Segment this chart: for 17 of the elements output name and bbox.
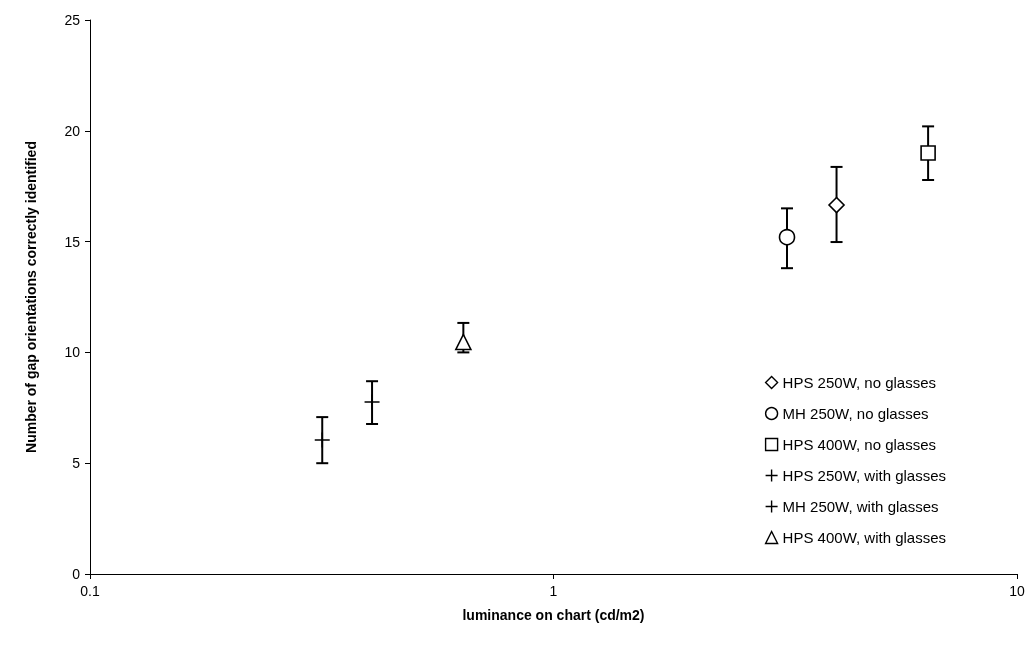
x-tick-label: 10 — [1009, 583, 1025, 599]
y-tick-label: 20 — [64, 122, 81, 139]
y-tick-label: 10 — [64, 344, 81, 361]
legend-label: HPS 250W, no glasses — [782, 374, 937, 391]
legend-label: MH 250W, no glasses — [782, 405, 929, 422]
y-tick-label: 15 — [64, 233, 81, 250]
legend-label: MH 250W, with glasses — [782, 498, 939, 515]
y-axis-title: Number of gap orientations correctly identified — [23, 141, 39, 453]
y-tick-label: 25 — [64, 12, 81, 28]
x-tick-label: 1 — [549, 583, 558, 599]
legend-label: HPS 400W, no glasses — [782, 436, 937, 453]
legend-label: HPS 400W, with glasses — [782, 529, 946, 546]
x-axis-title: luminance on chart (cd/m2) — [462, 607, 645, 623]
legend-label: HPS 250W, with glasses — [782, 467, 946, 484]
x-tick-label: 0.1 — [80, 583, 100, 599]
y-tick-label: 5 — [72, 455, 81, 472]
y-tick-label: 0 — [72, 566, 81, 582]
